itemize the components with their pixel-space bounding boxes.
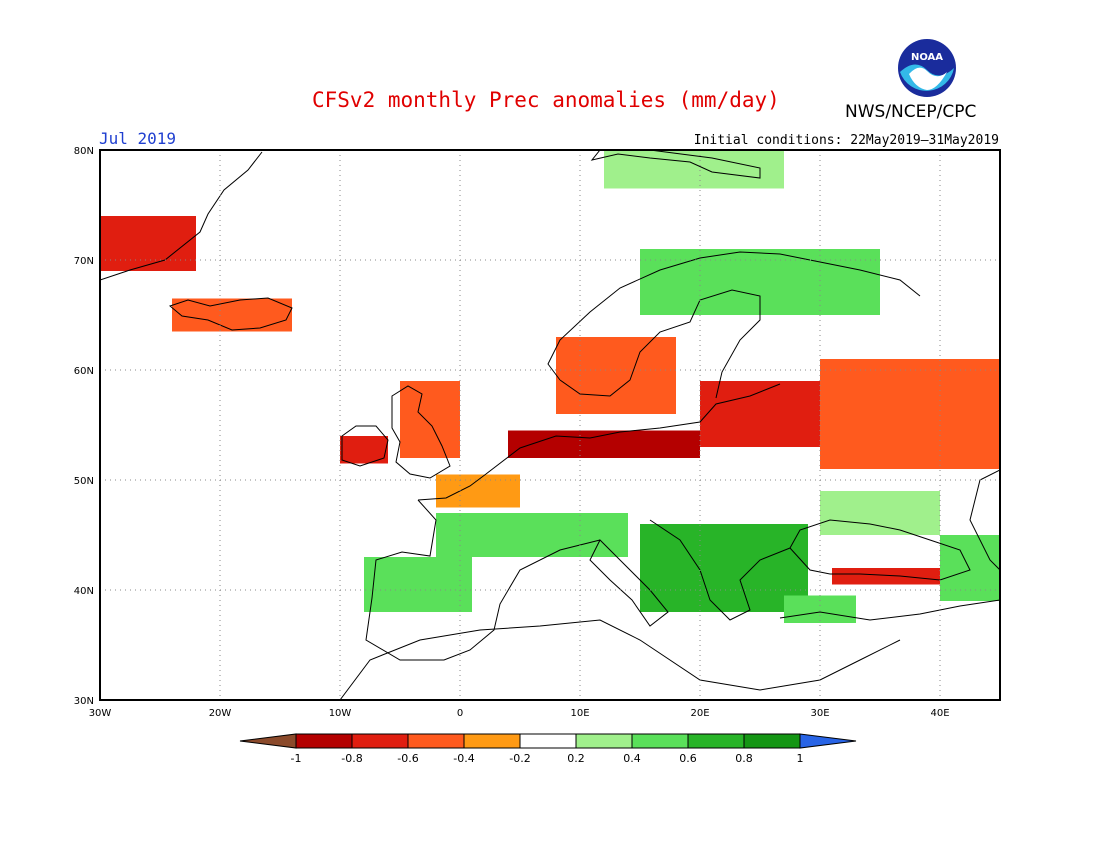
- chart-title: CFSv2 monthly Prec anomalies (mm/day): [312, 88, 780, 112]
- lon-label: 10E: [570, 708, 589, 719]
- colorbar-swatch: [687, 733, 745, 749]
- colorbar-label: 0.2: [567, 752, 585, 765]
- anomaly-cells: [100, 150, 1000, 623]
- anomaly-region: [436, 513, 628, 557]
- anomaly-region: [400, 381, 460, 458]
- initial-conditions: Initial conditions: 22May2019–31May2019: [693, 133, 999, 148]
- lon-label: 30W: [89, 708, 112, 719]
- colorbar: [239, 733, 857, 749]
- lon-label: 20E: [690, 708, 709, 719]
- org-label: NWS/NCEP/CPC: [845, 102, 977, 122]
- lat-labels: 80N 70N 60N 50N 40N 30N: [74, 146, 94, 707]
- colorbar-label: -1: [291, 752, 302, 765]
- colorbar-label: -0.4: [453, 752, 474, 765]
- colorbar-swatch: [519, 733, 577, 749]
- colorbar-label: -0.8: [341, 752, 362, 765]
- colorbar-label: 0.8: [735, 752, 753, 765]
- month-label: Jul 2019: [99, 129, 177, 148]
- colorbar-arrow-high: [799, 733, 857, 749]
- colorbar-label: 1: [797, 752, 804, 765]
- colorbar-swatch: [463, 733, 521, 749]
- map-frame: [99, 149, 1001, 701]
- anomaly-region: [556, 337, 676, 414]
- colorbar-label: -0.2: [509, 752, 530, 765]
- graticule: [100, 150, 1000, 700]
- anomaly-region: [100, 216, 196, 271]
- anomaly-region: [820, 359, 1000, 469]
- lat-label: 60N: [74, 366, 94, 377]
- lat-label: 70N: [74, 256, 94, 267]
- lon-labels: 30W 20W 10W 0 10E 20E 30E 40E: [89, 708, 950, 719]
- noaa-logo-text: NOAA: [911, 52, 943, 63]
- lon-label: 20W: [209, 708, 232, 719]
- colorbar-label: -0.6: [397, 752, 418, 765]
- colorbar-swatch: [407, 733, 465, 749]
- lat-label: 30N: [74, 696, 94, 707]
- lat-label: 80N: [74, 146, 94, 157]
- coastlines: [100, 150, 1000, 700]
- anomaly-region: [820, 491, 940, 535]
- colorbar-swatch: [351, 733, 409, 749]
- noaa-logo: NOAA: [897, 38, 957, 98]
- anomaly-region: [784, 595, 856, 623]
- anomaly-region: [508, 430, 700, 458]
- lat-label: 50N: [74, 476, 94, 487]
- lon-label: 40E: [930, 708, 949, 719]
- lon-label: 0: [457, 708, 463, 719]
- anomaly-region: [640, 524, 808, 612]
- lon-label: 30E: [810, 708, 829, 719]
- anomaly-region: [172, 298, 292, 332]
- colorbar-label: 0.4: [623, 752, 641, 765]
- colorbar-swatch: [575, 733, 633, 749]
- colorbar-labels: -1 -0.8 -0.6 -0.4 -0.2 0.2 0.4 0.6 0.8 1: [291, 752, 804, 765]
- lon-label: 10W: [329, 708, 352, 719]
- colorbar-swatch: [295, 733, 353, 749]
- anomaly-region: [364, 557, 472, 612]
- colorbar-swatch: [631, 733, 689, 749]
- anomaly-region: [940, 535, 1000, 601]
- colorbar-label: 0.6: [679, 752, 697, 765]
- colorbar-arrow-low: [239, 733, 297, 749]
- lat-label: 40N: [74, 586, 94, 597]
- colorbar-swatch: [743, 733, 801, 749]
